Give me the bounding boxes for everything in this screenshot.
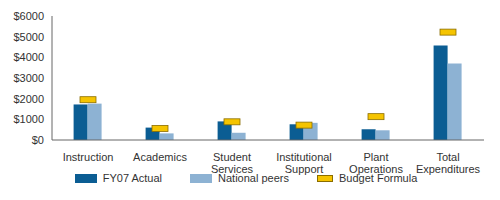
svg-text:$1000: $1000 [13,113,44,125]
svg-text:Instruction: Instruction [63,151,114,163]
svg-text:TotalExpenditures: TotalExpenditures [416,151,481,175]
svg-text:$2000: $2000 [13,93,44,105]
svg-text:Academics: Academics [133,151,187,163]
html-text:FY07 Actual: FY07 Actual [102,172,163,184]
svg-text:PlantOperations: PlantOperations [349,151,403,175]
html-text:National peers: National peers [218,172,289,184]
svg-text:$5000: $5000 [13,31,44,43]
svg-text:$3000: $3000 [13,72,44,84]
svg-text:$6000: $6000 [13,10,44,22]
html-text:Budget Formula: Budget Formula [339,172,418,184]
svg-text:InstitutionalSupport: InstitutionalSupport [276,151,332,175]
svg-text:$0: $0 [32,134,44,146]
svg-text:StudentServices: StudentServices [211,151,254,175]
svg-text:$4000: $4000 [13,51,44,63]
